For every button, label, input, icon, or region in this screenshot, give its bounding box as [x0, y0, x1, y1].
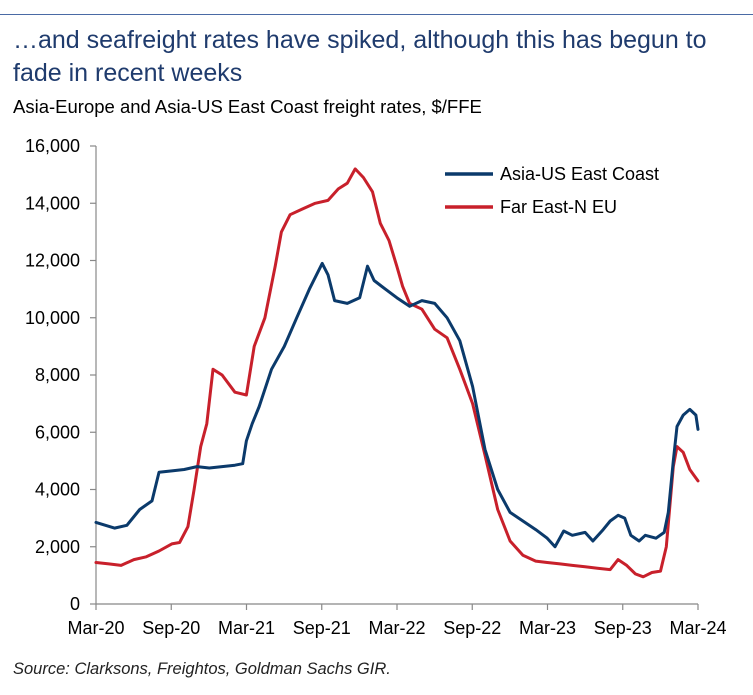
y-tick-label: 8,000: [35, 365, 80, 385]
series-line-asia-us-east-coast: [94, 261, 700, 549]
x-tick-label: Mar-24: [669, 618, 726, 638]
chart-series: [94, 167, 700, 579]
y-tick-label: 4,000: [35, 480, 80, 500]
x-tick-label: Sep-21: [293, 618, 351, 638]
chart-legend: Asia-US East Coast Far East-N EU: [445, 164, 659, 217]
series-line-far-east-n-eu: [94, 167, 700, 579]
x-tick-label: Sep-20: [142, 618, 200, 638]
x-tick-label: Mar-23: [519, 618, 576, 638]
headline: …and seafreight rates have spiked, altho…: [13, 26, 707, 87]
x-tick-label: Mar-20: [67, 618, 124, 638]
y-tick-label: 6,000: [35, 422, 80, 442]
y-tick-label: 10,000: [25, 308, 80, 328]
chart-ticks: 0 2,000 4,000 6,000 8,000 10,000 12,000 14,000 1…: [25, 136, 727, 638]
y-tick-label: 0: [70, 594, 80, 614]
x-tick-label: Sep-23: [594, 618, 652, 638]
y-tick-label: 12,000: [25, 251, 80, 271]
source-note: Source: Clarksons, Freightos, Goldman Sa…: [13, 660, 391, 678]
top-rule: [0, 14, 753, 15]
y-tick-label: 16,000: [25, 136, 80, 156]
x-tick-label: Sep-22: [443, 618, 501, 638]
x-tick-label: Mar-21: [218, 618, 275, 638]
chart-title: Asia-Europe and Asia-US East Coast freig…: [13, 96, 482, 117]
x-tick-label: Mar-22: [368, 618, 425, 638]
y-tick-label: 14,000: [25, 193, 80, 213]
y-tick-label: 2,000: [35, 537, 80, 557]
legend-label: Asia-US East Coast: [500, 164, 659, 184]
legend-label: Far East-N EU: [500, 197, 617, 217]
